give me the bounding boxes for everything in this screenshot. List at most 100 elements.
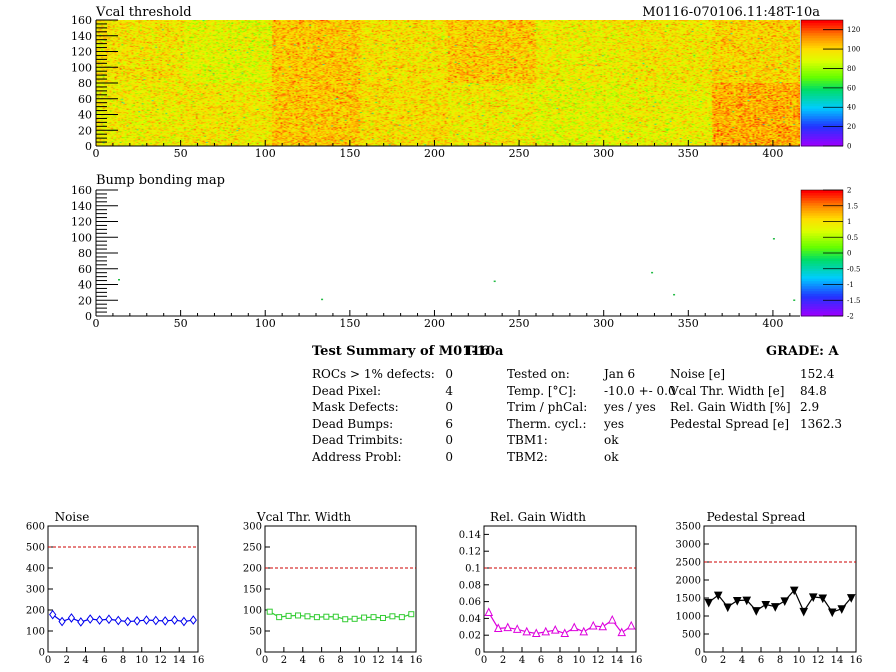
series-line — [269, 611, 412, 620]
summary-right-value-0: 152.4 — [800, 367, 835, 381]
color-scale-cell — [801, 98, 843, 102]
x-tick-label: 16 — [192, 655, 205, 666]
color-scale-label: -0.5 — [847, 265, 861, 273]
summary-right-value-3: 1362.3 — [800, 416, 842, 431]
y-tick-label: 0 — [695, 648, 701, 659]
color-scale-cell — [801, 20, 843, 24]
color-scale-cell — [801, 235, 843, 239]
color-scale-cell — [801, 310, 843, 314]
x-tick-label: 2 — [720, 655, 726, 666]
data-point — [114, 615, 122, 626]
color-scale-cell — [801, 115, 843, 119]
color-scale-cell — [801, 42, 843, 46]
series-line — [708, 588, 852, 613]
x-tick-label: 6 — [318, 655, 324, 666]
color-scale-cell — [801, 118, 843, 122]
plot-title: Vcal Thr. Width — [256, 510, 351, 524]
x-tick-label: 4 — [300, 655, 306, 666]
dead-bump-mark — [673, 293, 676, 296]
x-tick-label: 16 — [630, 655, 643, 666]
y-tick-label: 50 — [249, 627, 262, 638]
x-tick-label: 8 — [337, 655, 343, 666]
color-scale-cell — [801, 35, 843, 39]
color-scale-cell — [801, 100, 843, 104]
color-scale-cell — [801, 293, 843, 297]
x-tick-label: 100 — [255, 317, 276, 330]
summary-right-label-0: Noise [e] — [670, 367, 726, 381]
y-tick-label: 40 — [78, 279, 92, 292]
color-scale-cell — [801, 70, 843, 74]
color-scale-label: 20 — [847, 123, 856, 131]
color-scale-cell — [801, 268, 843, 272]
plot-title: Rel. Gain Width — [490, 510, 586, 524]
x-tick-label: 16 — [410, 655, 423, 666]
color-scale-frame — [800, 19, 844, 147]
data-point — [626, 620, 636, 630]
data-point — [285, 612, 292, 619]
x-tick-label: 100 — [255, 147, 276, 160]
data-point — [569, 622, 579, 632]
y-tick-label: 100 — [71, 61, 92, 74]
data-point — [379, 614, 386, 621]
y-tick-label: 0 — [39, 648, 45, 659]
color-scale-cell — [801, 52, 843, 56]
color-scale-cell — [801, 242, 843, 246]
data-point — [49, 609, 57, 620]
color-scale-cell — [801, 83, 843, 87]
x-tick-label: 2 — [64, 655, 70, 666]
x-tick-label: 6 — [538, 655, 544, 666]
color-scale-label: 0 — [847, 250, 851, 258]
data-point — [837, 605, 847, 614]
data-point — [512, 624, 522, 633]
color-scale-cell — [801, 25, 843, 29]
x-tick-label: 50 — [174, 147, 188, 160]
plot-title: Pedestal Spread — [707, 510, 806, 524]
y-tick-label: 20 — [78, 124, 92, 137]
y-tick-label: 160 — [71, 184, 92, 197]
color-scale-cell — [801, 250, 843, 254]
y-tick-label: 300 — [243, 522, 262, 533]
x-tick-label: 200 — [424, 147, 445, 160]
summary-mid-value-3: yes — [604, 416, 625, 431]
color-scale-cell — [801, 95, 843, 99]
data-point — [313, 614, 320, 621]
color-scale-cell — [801, 290, 843, 294]
color-scale-cell — [801, 103, 843, 107]
y-tick-label: 0.1 — [465, 564, 481, 575]
color-scale-cell — [801, 130, 843, 134]
color-scale-cell — [801, 190, 843, 194]
threshold-heat-image — [96, 20, 800, 146]
color-scale-cell — [801, 255, 843, 259]
grade-label: GRADE: A — [766, 344, 839, 359]
summary-mid-label-0: Tested on: — [507, 367, 570, 381]
data-point — [531, 628, 541, 638]
y-tick-label: 1500 — [676, 594, 701, 605]
color-scale-cell — [801, 32, 843, 36]
x-tick-label: 0 — [481, 655, 487, 666]
color-scale-label: 1.5 — [847, 202, 858, 210]
x-tick-label: 10 — [353, 655, 366, 666]
summary-left-value-0: 0 — [445, 367, 453, 381]
data-point — [780, 597, 790, 606]
color-scale-cell — [801, 270, 843, 274]
summary-temp-tag: T-10a — [464, 344, 504, 359]
y-tick-label: 0 — [475, 648, 481, 659]
data-point — [617, 627, 627, 637]
data-point — [67, 613, 76, 623]
color-scale-label: -1.5 — [847, 297, 861, 305]
dead-bump-mark — [118, 278, 120, 281]
color-scale-label: 120 — [847, 26, 860, 34]
y-tick-label: 60 — [78, 263, 92, 276]
data-point — [789, 586, 799, 596]
summary-left-value-1: 4 — [445, 383, 453, 398]
summary-right-value-1: 84.8 — [800, 383, 827, 398]
x-tick-label: 6 — [101, 655, 107, 666]
color-scale-cell — [801, 93, 843, 97]
color-scale-cell — [801, 260, 843, 264]
data-point — [161, 616, 169, 626]
color-scale-label: -2 — [847, 313, 854, 321]
color-scale-label: 1 — [847, 218, 851, 226]
series-line — [488, 612, 632, 635]
data-point — [607, 614, 617, 624]
